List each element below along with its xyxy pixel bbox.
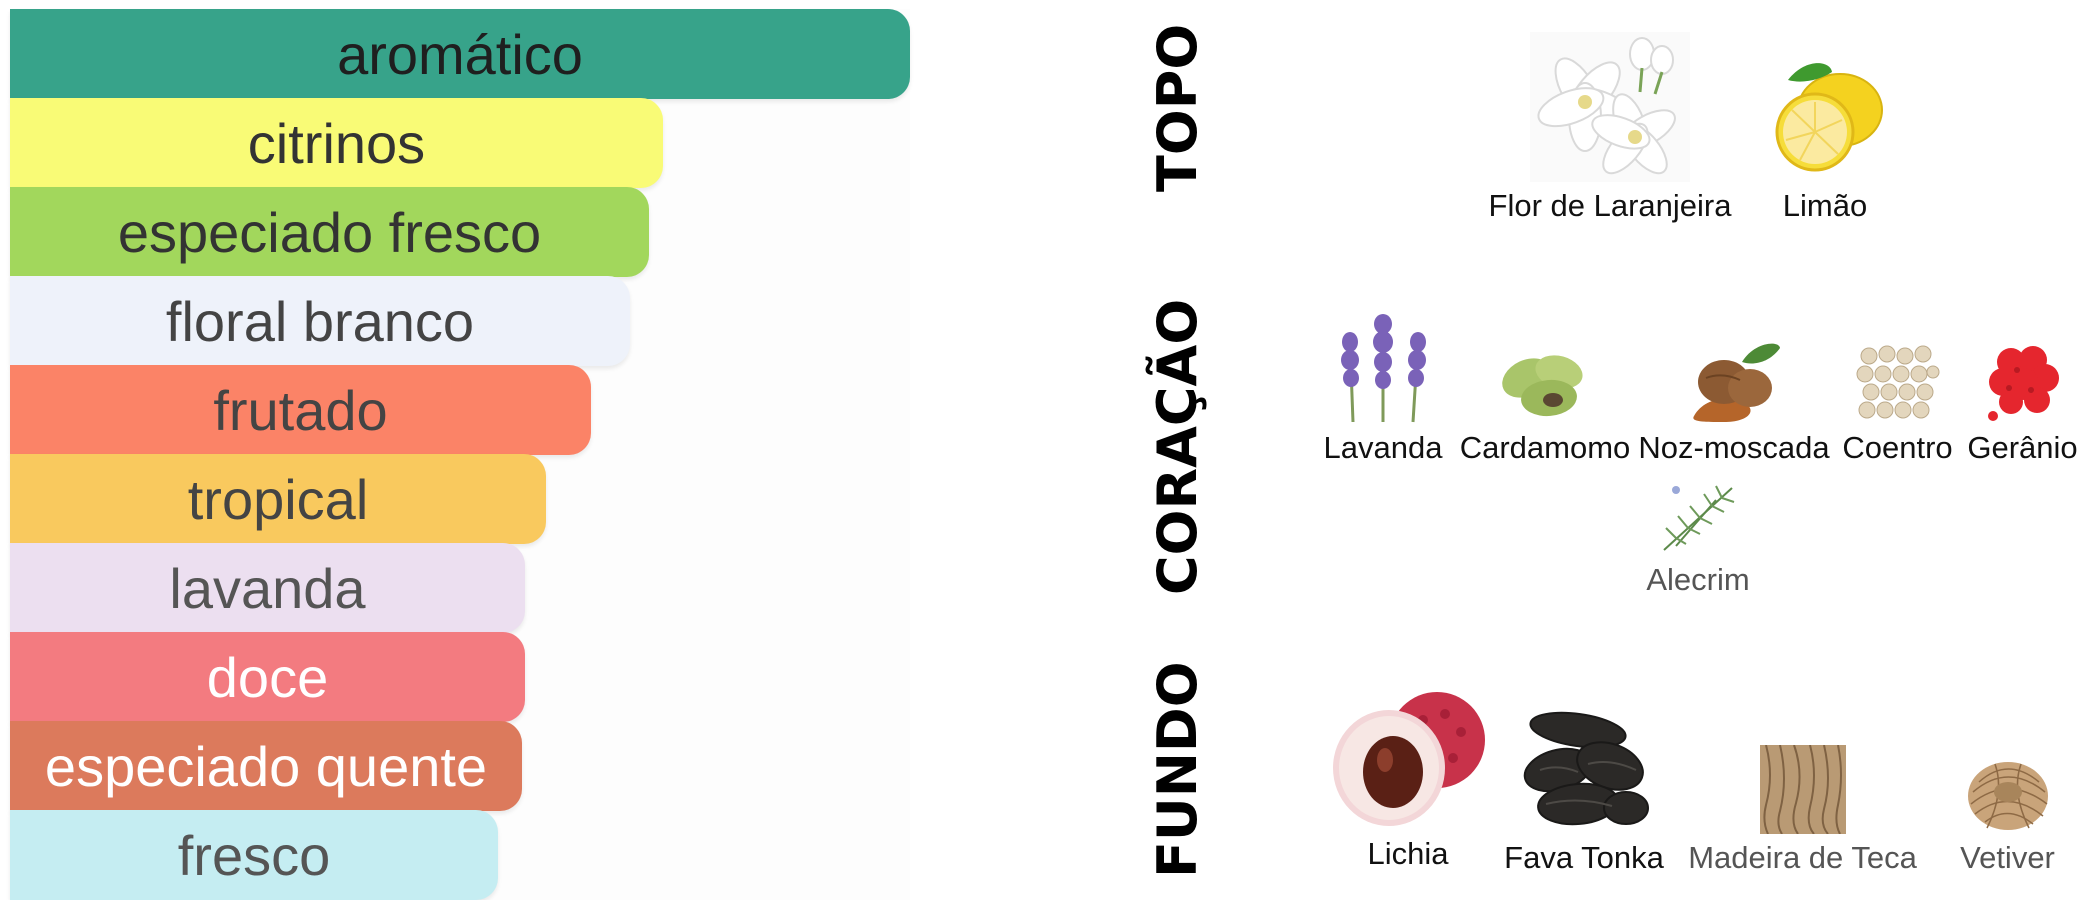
note-name: Vetiver (1960, 840, 2055, 875)
note-flor-de-laranjeira[interactable]: Flor de Laranjeira (1488, 32, 1732, 224)
note-fava-tonka[interactable]: Fava Tonka (1494, 700, 1674, 876)
note-name: Limão (1782, 188, 1868, 223)
accord-label: lavanda (169, 556, 366, 620)
accord-bar-aromatico: aromático (10, 9, 910, 99)
accord-bar-doce: doce (10, 632, 525, 722)
accord-label: floral branco (165, 289, 475, 353)
accord-label: citrinos (247, 111, 426, 175)
accord-bar-citrinos: citrinos (10, 98, 663, 188)
accord-bar-fresco: fresco (10, 810, 498, 900)
teak-wood-icon (1759, 745, 1846, 834)
lavender-icon (1341, 314, 1426, 423)
accord-label: fresco (177, 823, 331, 887)
accord-label: especiado quente (44, 734, 488, 798)
accord-label: aromático (337, 22, 583, 86)
note-name: Lavanda (1323, 430, 1443, 465)
note-vetiver[interactable]: Vetiver (1935, 752, 2080, 876)
nutmeg-icon (1693, 343, 1780, 422)
note-geranio[interactable]: Gerânio (1960, 340, 2085, 466)
orange-blossom-icon (1530, 32, 1690, 182)
cardamom-icon (1502, 355, 1583, 417)
note-cardamomo[interactable]: Cardamomo (1455, 338, 1635, 466)
lemon-icon (1775, 63, 1883, 172)
tier-label-heart: CORAÇÃO (1146, 298, 1209, 595)
note-name: Madeira de Teca (1688, 840, 1917, 875)
note-alecrim[interactable]: Alecrim (1628, 480, 1768, 598)
geranium-icon (1987, 346, 2059, 421)
coriander-icon (1856, 345, 1939, 419)
note-limao[interactable]: Limão (1750, 50, 1900, 224)
tier-label-base: FUNDO (1146, 661, 1209, 878)
accord-label: frutado (213, 378, 388, 442)
note-name: Coentro (1842, 430, 1953, 465)
note-name: Lichia (1367, 836, 1449, 871)
tonka-bean-icon (1523, 711, 1649, 826)
accord-label: especiado fresco (117, 200, 542, 264)
vetiver-icon (1967, 762, 2048, 830)
note-lavanda[interactable]: Lavanda (1318, 312, 1448, 466)
note-madeira-de-teca[interactable]: Madeira de Teca (1680, 745, 1925, 876)
accord-bar-frutado: frutado (10, 365, 591, 455)
accord-bar-tropical: tropical (10, 454, 546, 544)
tier-label-top: TOPO (1146, 23, 1209, 192)
lychee-icon (1333, 692, 1485, 826)
accord-label: tropical (187, 467, 369, 531)
note-name: Gerânio (1967, 430, 2078, 465)
accord-bar-especiado-fresco: especiado fresco (10, 187, 649, 277)
note-name: Fava Tonka (1504, 840, 1664, 875)
note-noz-moscada[interactable]: Noz-moscada (1634, 332, 1834, 466)
notes-pyramid: TOPO Flor de Laranjeira (1100, 0, 2100, 900)
accord-bar-lavanda: lavanda (10, 543, 525, 633)
note-name: Cardamomo (1459, 430, 1631, 465)
accord-label: doce (206, 645, 329, 709)
note-name: Flor de Laranjeira (1488, 188, 1732, 223)
note-coentro[interactable]: Coentro (1835, 342, 1960, 466)
rosemary-icon (1663, 485, 1735, 551)
note-name: Alecrim (1646, 562, 1750, 597)
note-lichia[interactable]: Lichia (1328, 680, 1488, 872)
main-accords-chart: aromático citrinos especiado fresco flor… (10, 9, 910, 900)
accord-bar-floral-branco: floral branco (10, 276, 630, 366)
note-name: Noz-moscada (1638, 430, 1830, 465)
accord-bar-especiado-quente: especiado quente (10, 721, 522, 811)
